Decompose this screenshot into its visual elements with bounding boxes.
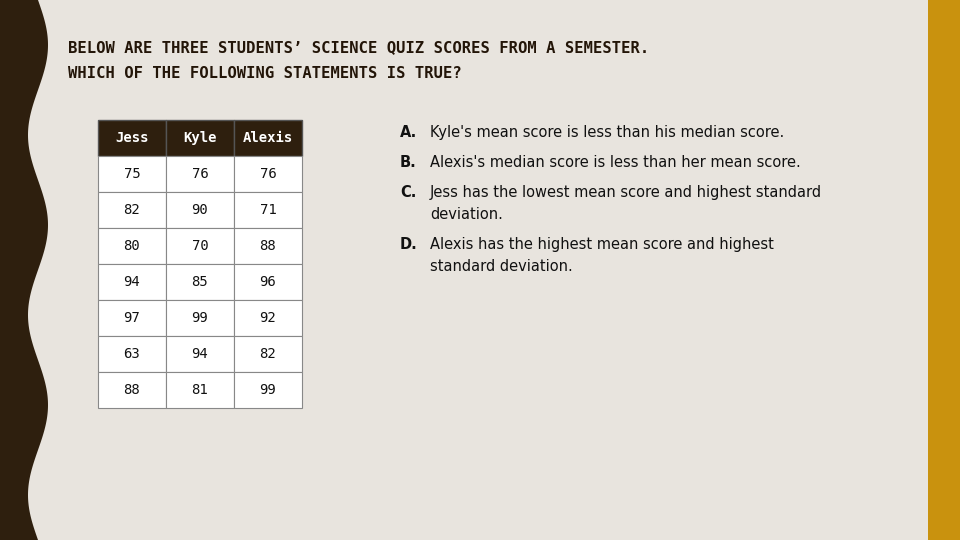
Polygon shape: [0, 0, 48, 540]
Text: 82: 82: [259, 347, 276, 361]
Bar: [234, 192, 302, 228]
Text: Jess has the lowest mean score and highest standard: Jess has the lowest mean score and highe…: [430, 185, 822, 200]
Bar: [166, 156, 234, 192]
Bar: [166, 372, 234, 408]
Text: BELOW ARE THREE STUDENTS’ SCIENCE QUIZ SCORES FROM A SEMESTER.: BELOW ARE THREE STUDENTS’ SCIENCE QUIZ S…: [68, 40, 649, 55]
Bar: [234, 264, 302, 300]
Bar: [166, 120, 234, 156]
Bar: [98, 192, 166, 228]
Text: 80: 80: [124, 239, 140, 253]
Text: 99: 99: [192, 311, 208, 325]
Text: 76: 76: [192, 167, 208, 181]
Text: A.: A.: [400, 125, 418, 140]
Bar: [234, 120, 302, 156]
Bar: [166, 228, 234, 264]
Text: 97: 97: [124, 311, 140, 325]
Text: 76: 76: [259, 167, 276, 181]
Text: 88: 88: [124, 383, 140, 397]
Bar: [166, 192, 234, 228]
Text: 92: 92: [259, 311, 276, 325]
Text: 75: 75: [124, 167, 140, 181]
Bar: [928, 0, 960, 540]
Text: D.: D.: [400, 237, 418, 252]
Text: 96: 96: [259, 275, 276, 289]
Bar: [166, 336, 234, 372]
Text: C.: C.: [400, 185, 417, 200]
Bar: [98, 120, 166, 156]
Bar: [234, 300, 302, 336]
Text: Kyle's mean score is less than his median score.: Kyle's mean score is less than his media…: [430, 125, 784, 140]
Text: 85: 85: [192, 275, 208, 289]
Bar: [166, 300, 234, 336]
Text: 63: 63: [124, 347, 140, 361]
Text: Alexis: Alexis: [243, 131, 293, 145]
Bar: [234, 228, 302, 264]
Text: B.: B.: [400, 155, 417, 170]
Text: 88: 88: [259, 239, 276, 253]
Bar: [98, 372, 166, 408]
Bar: [234, 336, 302, 372]
Text: Alexis's median score is less than her mean score.: Alexis's median score is less than her m…: [430, 155, 801, 170]
Text: 90: 90: [192, 203, 208, 217]
Bar: [98, 300, 166, 336]
Text: 94: 94: [124, 275, 140, 289]
Bar: [98, 228, 166, 264]
Bar: [166, 264, 234, 300]
Bar: [98, 156, 166, 192]
Text: Alexis has the highest mean score and highest: Alexis has the highest mean score and hi…: [430, 237, 774, 252]
Text: deviation.: deviation.: [430, 207, 503, 222]
Bar: [98, 264, 166, 300]
Text: WHICH OF THE FOLLOWING STATEMENTS IS TRUE?: WHICH OF THE FOLLOWING STATEMENTS IS TRU…: [68, 66, 462, 81]
Text: Kyle: Kyle: [183, 131, 217, 145]
Text: Jess: Jess: [115, 131, 149, 145]
Text: 82: 82: [124, 203, 140, 217]
Text: standard deviation.: standard deviation.: [430, 259, 573, 274]
Bar: [98, 336, 166, 372]
Text: 99: 99: [259, 383, 276, 397]
Text: 71: 71: [259, 203, 276, 217]
Text: 81: 81: [192, 383, 208, 397]
Text: 94: 94: [192, 347, 208, 361]
Text: 70: 70: [192, 239, 208, 253]
Bar: [234, 372, 302, 408]
Bar: [234, 156, 302, 192]
